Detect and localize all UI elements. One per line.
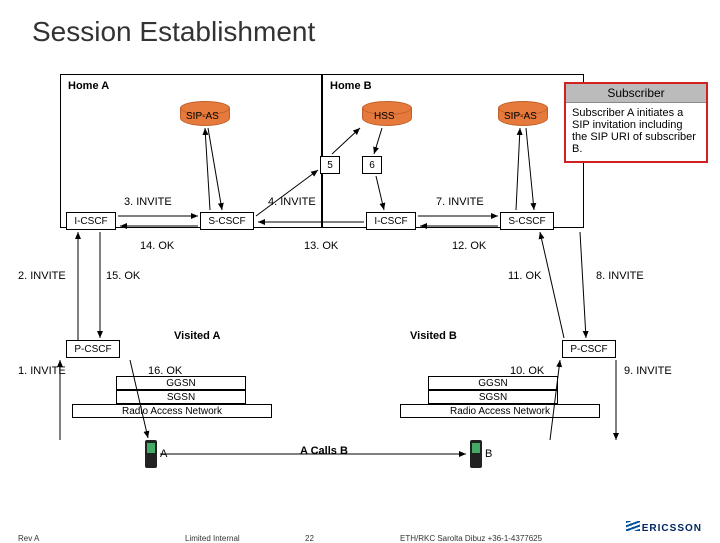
- pcscf-a: P-CSCF: [66, 340, 120, 358]
- msg-16-ok: 16. OK: [148, 365, 182, 377]
- footer-page: 22: [305, 534, 314, 543]
- home-b-label: Home B: [330, 80, 372, 92]
- phone-b-icon: [470, 440, 482, 468]
- msg-3-invite: 3. INVITE: [124, 196, 172, 208]
- callout-title: Subscriber: [566, 84, 706, 103]
- ggsn-a: GGSN: [116, 376, 246, 390]
- ericsson-logo: ERICSSON: [626, 521, 702, 534]
- sgsn-b: SGSN: [428, 390, 558, 404]
- footer-ref: ETH/RKC Sarolta Dibuz +36-1-4377625: [400, 534, 542, 543]
- sipas-b-label: SIP-AS: [504, 111, 537, 122]
- msg-2-invite: 2. INVITE: [18, 270, 66, 282]
- home-a-label: Home A: [68, 80, 109, 92]
- step-5-box: 5: [320, 156, 340, 174]
- msg-14-ok: 14. OK: [140, 240, 174, 252]
- msg-12-ok: 12. OK: [452, 240, 486, 252]
- icscf-a: I-CSCF: [66, 212, 116, 230]
- msg-13-ok: 13. OK: [304, 240, 338, 252]
- logo-text: ERICSSON: [642, 523, 702, 534]
- scscf-b: S-CSCF: [500, 212, 554, 230]
- phone-b-label: B: [485, 448, 492, 460]
- icscf-b: I-CSCF: [366, 212, 416, 230]
- a-calls-b-label: A Calls B: [300, 445, 348, 457]
- ran-a: Radio Access Network: [72, 404, 272, 418]
- msg-9-invite: 9. INVITE: [624, 365, 672, 377]
- footer-class: Limited Internal: [185, 534, 240, 543]
- hss-label: HSS: [374, 111, 395, 122]
- visited-a-label: Visited A: [174, 330, 220, 342]
- msg-10-ok: 10. OK: [510, 365, 544, 377]
- msg-11-ok: 11. OK: [508, 270, 541, 282]
- scscf-a: S-CSCF: [200, 212, 254, 230]
- ran-b: Radio Access Network: [400, 404, 600, 418]
- msg-15-ok: 15. OK: [106, 270, 140, 282]
- page-title: Session Establishment: [32, 16, 315, 48]
- msg-7-invite: 7. INVITE: [436, 196, 484, 208]
- footer-rev: Rev A: [18, 534, 39, 543]
- ggsn-b: GGSN: [428, 376, 558, 390]
- callout-text: Subscriber A initiates a SIP invitation …: [572, 107, 700, 155]
- sgsn-a: SGSN: [116, 390, 246, 404]
- subscriber-callout: Subscriber Subscriber A initiates a SIP …: [564, 82, 708, 163]
- msg-1-invite: 1. INVITE: [18, 365, 66, 377]
- sipas-a-label: SIP-AS: [186, 111, 219, 122]
- pcscf-b: P-CSCF: [562, 340, 616, 358]
- msg-8-invite: 8. INVITE: [596, 270, 644, 282]
- phone-a-icon: [145, 440, 157, 468]
- msg-4-invite: 4. INVITE: [268, 196, 316, 208]
- phone-a-label: A: [160, 448, 167, 460]
- logo-stripes-icon: [626, 521, 640, 531]
- visited-b-label: Visited B: [410, 330, 457, 342]
- step-6-box: 6: [362, 156, 382, 174]
